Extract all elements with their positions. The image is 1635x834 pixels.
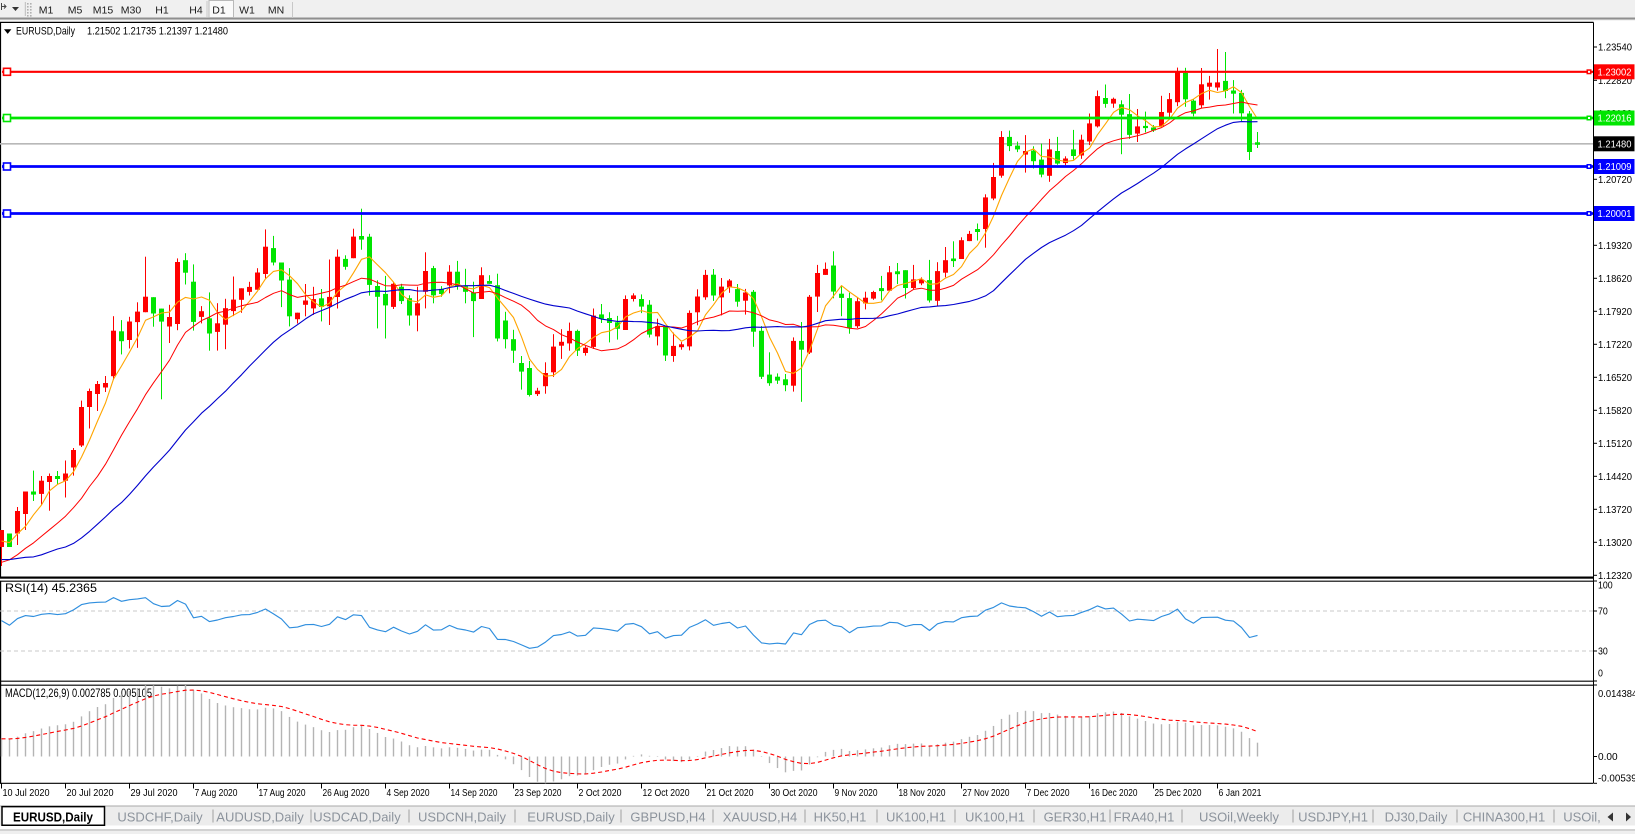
- svg-text:XAUUSD,H4: XAUUSD,H4: [723, 810, 797, 825]
- svg-text:M30: M30: [121, 5, 142, 17]
- svg-text:1.14420: 1.14420: [1598, 471, 1632, 483]
- svg-text:1.17220: 1.17220: [1598, 339, 1632, 351]
- svg-text:AUDUSD,Daily: AUDUSD,Daily: [216, 810, 304, 825]
- svg-text:1.19320: 1.19320: [1598, 240, 1632, 252]
- svg-text:GER30,H1: GER30,H1: [1044, 810, 1107, 825]
- svg-text:EURUSD,Daily: EURUSD,Daily: [13, 811, 93, 825]
- svg-text:2 Oct 2020: 2 Oct 2020: [579, 787, 622, 799]
- svg-text:16 Dec 2020: 16 Dec 2020: [1091, 787, 1138, 799]
- svg-text:MACD(12,26,9) 0.002785 0.00510: MACD(12,26,9) 0.002785 0.005105: [5, 686, 152, 700]
- svg-text:1.23002: 1.23002: [1598, 67, 1632, 79]
- svg-text:10 Jul 2020: 10 Jul 2020: [3, 787, 50, 799]
- svg-text:1.16520: 1.16520: [1598, 372, 1632, 384]
- svg-text:1.12320: 1.12320: [1598, 570, 1632, 582]
- svg-text:1.21502 1.21735 1.21397 1.2148: 1.21502 1.21735 1.21397 1.21480: [87, 25, 228, 37]
- svg-text:7 Dec 2020: 7 Dec 2020: [1027, 787, 1070, 799]
- svg-text:MN: MN: [268, 5, 284, 17]
- svg-text:H1: H1: [155, 5, 169, 17]
- svg-text:26 Aug 2020: 26 Aug 2020: [323, 787, 370, 799]
- svg-text:USDCNH,Daily: USDCNH,Daily: [418, 810, 507, 825]
- svg-text:D1: D1: [212, 5, 226, 17]
- svg-text:1.21480: 1.21480: [1598, 139, 1632, 151]
- svg-text:0.00: 0.00: [1598, 751, 1618, 763]
- svg-text:23 Sep 2020: 23 Sep 2020: [515, 787, 562, 799]
- svg-text:FRA40,H1: FRA40,H1: [1114, 810, 1175, 825]
- svg-text:1.13720: 1.13720: [1598, 504, 1632, 516]
- svg-text:7 Aug 2020: 7 Aug 2020: [195, 787, 238, 799]
- svg-text:USDCHF,Daily: USDCHF,Daily: [117, 810, 203, 825]
- svg-text:18 Nov 2020: 18 Nov 2020: [899, 787, 946, 799]
- svg-text:1.20720: 1.20720: [1598, 174, 1632, 186]
- svg-text:12 Oct 2020: 12 Oct 2020: [643, 787, 690, 799]
- svg-text:M5: M5: [68, 5, 83, 17]
- svg-text:CHINA300,H1: CHINA300,H1: [1463, 810, 1545, 825]
- svg-text:0: 0: [1598, 668, 1603, 680]
- svg-text:1.22016: 1.22016: [1598, 113, 1632, 125]
- svg-text:UK100,H1: UK100,H1: [886, 810, 946, 825]
- svg-text:29 Jul 2020: 29 Jul 2020: [131, 787, 178, 799]
- svg-text:27 Nov 2020: 27 Nov 2020: [963, 787, 1010, 799]
- svg-text:EURUSD,Daily: EURUSD,Daily: [16, 25, 75, 37]
- svg-text:USOil,: USOil,: [1563, 810, 1601, 825]
- svg-text:USDCAD,Daily: USDCAD,Daily: [313, 810, 401, 825]
- svg-text:17 Aug 2020: 17 Aug 2020: [259, 787, 306, 799]
- svg-text:1.15820: 1.15820: [1598, 405, 1632, 417]
- svg-text:1.21009: 1.21009: [1598, 161, 1632, 173]
- svg-text:0.014384: 0.014384: [1598, 688, 1635, 700]
- svg-text:21 Oct 2020: 21 Oct 2020: [707, 787, 754, 799]
- svg-text:W1: W1: [239, 5, 255, 17]
- svg-text:4 Sep 2020: 4 Sep 2020: [387, 787, 430, 799]
- svg-text:M15: M15: [93, 5, 114, 17]
- svg-text:9 Nov 2020: 9 Nov 2020: [835, 787, 878, 799]
- svg-text:DJ30,Daily: DJ30,Daily: [1385, 810, 1448, 825]
- svg-text:25 Dec 2020: 25 Dec 2020: [1155, 787, 1202, 799]
- svg-text:30: 30: [1598, 646, 1608, 658]
- svg-text:-0.005396: -0.005396: [1598, 772, 1635, 784]
- svg-text:20 Jul 2020: 20 Jul 2020: [67, 787, 114, 799]
- svg-text:1.17920: 1.17920: [1598, 306, 1632, 318]
- svg-text:1.15120: 1.15120: [1598, 438, 1632, 450]
- svg-text:H4: H4: [189, 5, 203, 17]
- svg-text:USDJPY,H1: USDJPY,H1: [1298, 810, 1368, 825]
- svg-text:14 Sep 2020: 14 Sep 2020: [451, 787, 498, 799]
- svg-text:RSI(14) 45.2365: RSI(14) 45.2365: [5, 581, 97, 595]
- svg-text:70: 70: [1598, 606, 1608, 618]
- svg-text:1.20001: 1.20001: [1598, 208, 1632, 220]
- svg-text:UK100,H1: UK100,H1: [965, 810, 1025, 825]
- svg-text:HK50,H1: HK50,H1: [814, 810, 867, 825]
- svg-text:100: 100: [1598, 580, 1613, 592]
- svg-text:EURUSD,Daily: EURUSD,Daily: [527, 810, 615, 825]
- svg-text:1.18620: 1.18620: [1598, 273, 1632, 285]
- svg-text:30 Oct 2020: 30 Oct 2020: [771, 787, 818, 799]
- svg-text:1.13020: 1.13020: [1598, 537, 1632, 549]
- svg-text:6 Jan 2021: 6 Jan 2021: [1219, 787, 1262, 799]
- svg-text:USOil,Weekly: USOil,Weekly: [1199, 810, 1279, 825]
- svg-text:1.23540: 1.23540: [1598, 42, 1632, 54]
- svg-text:M1: M1: [39, 5, 54, 17]
- svg-text:GBPUSD,H4: GBPUSD,H4: [630, 810, 705, 825]
